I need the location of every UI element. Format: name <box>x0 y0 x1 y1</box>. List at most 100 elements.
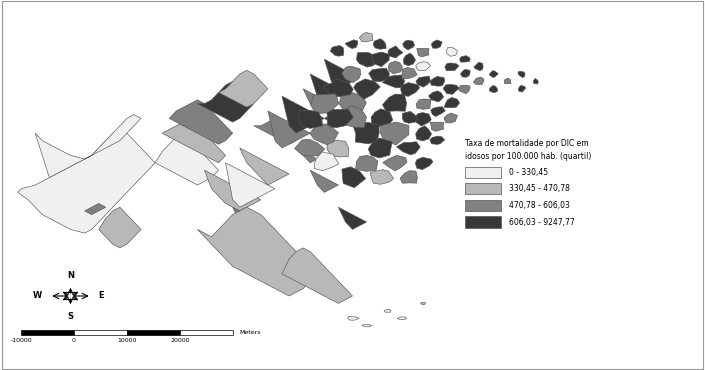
Polygon shape <box>204 170 261 211</box>
Polygon shape <box>460 56 470 62</box>
Polygon shape <box>35 115 141 178</box>
Polygon shape <box>388 46 403 58</box>
Polygon shape <box>444 97 460 108</box>
Polygon shape <box>383 94 407 111</box>
Polygon shape <box>352 122 379 144</box>
Polygon shape <box>416 62 431 71</box>
Polygon shape <box>396 142 420 155</box>
Polygon shape <box>355 155 378 171</box>
Polygon shape <box>197 207 317 296</box>
Polygon shape <box>431 107 446 117</box>
Polygon shape <box>474 62 483 71</box>
Polygon shape <box>400 83 419 97</box>
Polygon shape <box>415 157 433 169</box>
Bar <box>127 330 180 335</box>
Polygon shape <box>446 48 458 56</box>
Polygon shape <box>430 122 443 131</box>
Text: 606,03 - 9247,77: 606,03 - 9247,77 <box>509 218 575 226</box>
Polygon shape <box>362 324 372 327</box>
Polygon shape <box>327 140 349 157</box>
Polygon shape <box>371 109 393 128</box>
Polygon shape <box>429 91 443 102</box>
Polygon shape <box>310 74 345 104</box>
Polygon shape <box>388 61 403 74</box>
Text: -10000: -10000 <box>11 338 32 343</box>
Polygon shape <box>489 70 498 78</box>
Polygon shape <box>421 302 426 305</box>
Polygon shape <box>400 171 417 183</box>
Bar <box>180 330 233 335</box>
Polygon shape <box>402 67 417 79</box>
Polygon shape <box>310 94 339 114</box>
Polygon shape <box>169 100 233 144</box>
Polygon shape <box>354 79 380 99</box>
Bar <box>465 166 501 178</box>
Polygon shape <box>369 68 389 82</box>
Polygon shape <box>155 133 219 185</box>
Polygon shape <box>431 40 442 48</box>
Text: E: E <box>99 292 104 300</box>
Polygon shape <box>416 99 431 109</box>
Polygon shape <box>357 52 379 67</box>
Polygon shape <box>490 85 498 93</box>
Polygon shape <box>324 115 338 122</box>
Polygon shape <box>295 139 325 156</box>
Polygon shape <box>373 39 386 49</box>
Polygon shape <box>254 118 296 144</box>
Polygon shape <box>296 148 317 163</box>
Polygon shape <box>342 167 366 188</box>
Polygon shape <box>197 81 254 122</box>
Polygon shape <box>416 76 431 87</box>
Text: N: N <box>67 272 74 280</box>
Text: 0: 0 <box>72 338 76 343</box>
Polygon shape <box>339 93 367 115</box>
Polygon shape <box>397 317 407 320</box>
Polygon shape <box>384 309 391 312</box>
Polygon shape <box>268 111 310 148</box>
Bar <box>74 330 127 335</box>
Polygon shape <box>430 136 445 144</box>
Polygon shape <box>310 170 338 192</box>
Polygon shape <box>326 109 353 128</box>
Text: 330,45 - 470,78: 330,45 - 470,78 <box>509 184 570 193</box>
Bar <box>465 200 501 211</box>
Text: 20000: 20000 <box>170 338 190 343</box>
Bar <box>465 216 501 228</box>
Polygon shape <box>226 163 275 207</box>
Polygon shape <box>323 79 353 97</box>
Polygon shape <box>518 85 525 92</box>
Polygon shape <box>342 66 361 83</box>
Polygon shape <box>330 46 344 56</box>
Polygon shape <box>85 204 106 215</box>
Polygon shape <box>504 78 511 84</box>
Polygon shape <box>18 130 155 233</box>
Text: Meters: Meters <box>240 330 261 335</box>
Polygon shape <box>444 113 458 123</box>
Polygon shape <box>416 126 431 141</box>
Text: W: W <box>33 292 42 300</box>
Text: idosos por 100.000 hab. (quartil): idosos por 100.000 hab. (quartil) <box>465 152 591 161</box>
Polygon shape <box>99 207 141 248</box>
Text: Taxa de mortalidade por DIC em: Taxa de mortalidade por DIC em <box>465 139 589 148</box>
Polygon shape <box>380 122 409 145</box>
Polygon shape <box>430 77 445 86</box>
Polygon shape <box>370 170 393 184</box>
Polygon shape <box>324 59 360 89</box>
Polygon shape <box>518 71 525 78</box>
Polygon shape <box>460 69 470 77</box>
Text: 470,78 - 606,03: 470,78 - 606,03 <box>509 201 570 210</box>
Polygon shape <box>348 316 359 320</box>
Polygon shape <box>314 152 338 171</box>
Polygon shape <box>338 207 367 229</box>
Polygon shape <box>473 77 484 85</box>
Polygon shape <box>368 138 392 158</box>
Polygon shape <box>310 124 338 145</box>
Polygon shape <box>403 111 417 123</box>
Polygon shape <box>233 207 275 237</box>
Text: S: S <box>68 312 73 320</box>
Polygon shape <box>345 40 357 48</box>
Text: 10000: 10000 <box>117 338 137 343</box>
Polygon shape <box>372 52 389 67</box>
Bar <box>21 330 74 335</box>
Polygon shape <box>162 118 226 163</box>
